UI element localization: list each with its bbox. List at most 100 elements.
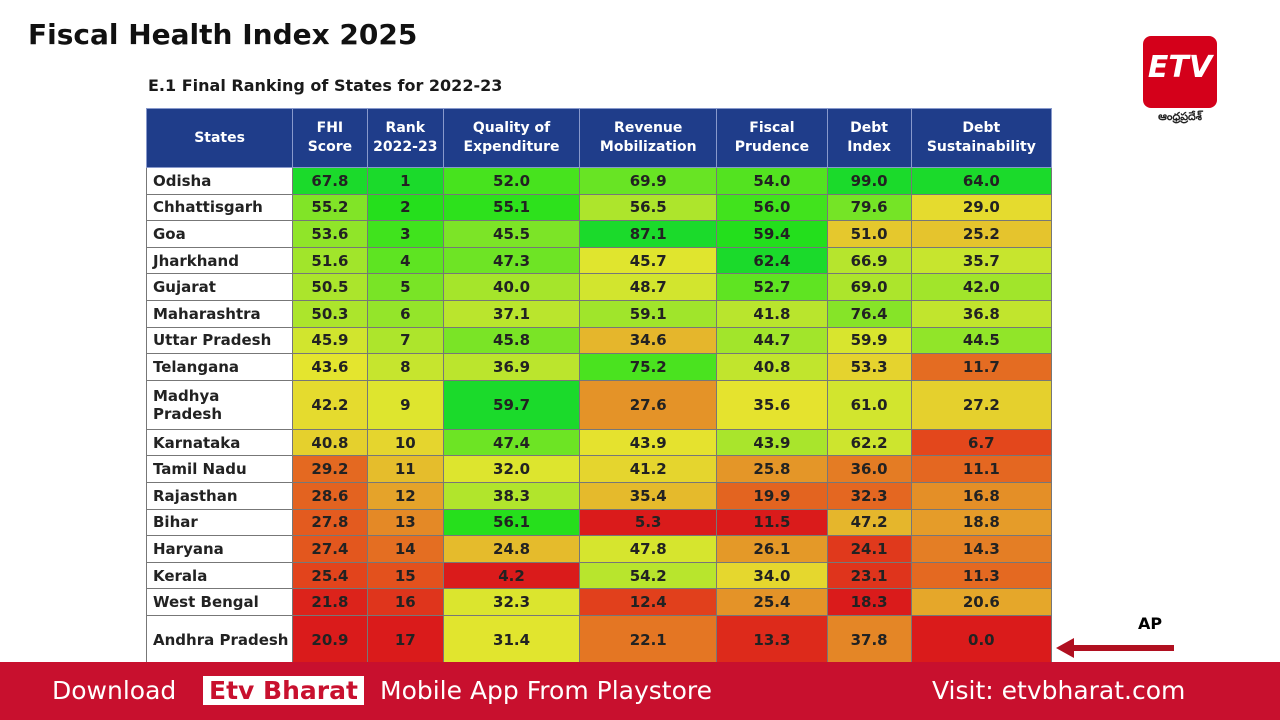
- banner: Download Etv Bharat Mobile App From Play…: [0, 662, 1280, 720]
- banner-text: Mobile App From Playstore: [380, 676, 712, 705]
- score-cell: 50.5: [292, 273, 368, 301]
- annotation: AP: [1138, 614, 1163, 633]
- score-cell: 0.0: [910, 614, 1052, 662]
- score-cell: 51.0: [826, 220, 912, 248]
- score-cell: 36.9: [442, 353, 581, 381]
- score-cell: 11: [366, 455, 444, 483]
- score-cell: 15: [366, 561, 444, 590]
- score-cell: 3: [366, 220, 444, 248]
- table-row: Madhya Pradesh 42.2 9 59.7 27.6 35.6 61.0 27.2: [146, 379, 1052, 430]
- score-cell: 22.1: [579, 614, 718, 662]
- score-cell: 36.8: [910, 299, 1052, 328]
- score-cell: 4.2: [442, 561, 581, 590]
- score-cell: 29.0: [910, 193, 1052, 222]
- score-cell: 79.6: [826, 193, 912, 222]
- score-cell: 45.7: [579, 246, 718, 275]
- score-cell: 37.8: [826, 614, 912, 662]
- banner-visit: Visit: etvbharat.com: [932, 676, 1186, 705]
- column-header: States: [146, 108, 294, 168]
- score-cell: 25.4: [292, 561, 368, 590]
- score-cell: 42.2: [292, 379, 368, 430]
- arrow: [1056, 638, 1174, 658]
- score-cell: 34.6: [579, 326, 718, 355]
- state-name: Karnataka: [146, 428, 294, 457]
- score-cell: 19.9: [716, 481, 828, 510]
- score-cell: 37.1: [442, 299, 581, 328]
- score-cell: 11.7: [910, 353, 1052, 381]
- score-cell: 25.8: [716, 455, 828, 483]
- table-row: West Bengal 21.8 16 32.3 12.4 25.4 18.3 20.6: [146, 588, 1052, 616]
- logo: ETV: [1143, 36, 1217, 108]
- column-header: Fiscal Prudence: [716, 108, 828, 168]
- score-cell: 25.2: [910, 220, 1052, 248]
- score-cell: 16.8: [910, 481, 1052, 510]
- score-cell: 69.0: [826, 273, 912, 301]
- score-cell: 43.6: [292, 353, 368, 381]
- score-cell: 32.0: [442, 455, 581, 483]
- score-cell: 44.5: [910, 326, 1052, 355]
- score-cell: 76.4: [826, 299, 912, 328]
- score-cell: 41.8: [716, 299, 828, 328]
- score-cell: 40.8: [292, 428, 368, 457]
- score-cell: 35.7: [910, 246, 1052, 275]
- score-cell: 47.2: [826, 508, 912, 537]
- score-cell: 52.0: [442, 167, 581, 195]
- state-name: Kerala: [146, 561, 294, 590]
- score-cell: 56.1: [442, 508, 581, 537]
- score-cell: 18.3: [826, 588, 912, 616]
- banner-brand: Etv Bharat: [203, 676, 364, 705]
- score-cell: 55.2: [292, 193, 368, 222]
- score-cell: 35.4: [579, 481, 718, 510]
- page-title: Fiscal Health Index 2025: [28, 18, 418, 51]
- score-cell: 11.3: [910, 561, 1052, 590]
- column-header: FHI Score: [292, 108, 368, 168]
- table-row: Tamil Nadu 29.2 11 32.0 41.2 25.8 36.0 11.1: [146, 455, 1052, 483]
- score-cell: 56.5: [579, 193, 718, 222]
- state-name: Maharashtra: [146, 299, 294, 328]
- score-cell: 32.3: [826, 481, 912, 510]
- score-cell: 11.5: [716, 508, 828, 537]
- score-cell: 43.9: [716, 428, 828, 457]
- table-row: Andhra Pradesh 20.9 17 31.4 22.1 13.3 37.8 0.0: [146, 614, 1052, 662]
- table-row: Haryana 27.4 14 24.8 47.8 26.1 24.1 14.3: [146, 535, 1052, 563]
- score-cell: 66.9: [826, 246, 912, 275]
- score-cell: 42.0: [910, 273, 1052, 301]
- score-cell: 34.0: [716, 561, 828, 590]
- table-row: Maharashtra 50.3 6 37.1 59.1 41.8 76.4 36.8: [146, 299, 1052, 328]
- state-name: Gujarat: [146, 273, 294, 301]
- column-header: Quality of Expenditure: [442, 108, 581, 168]
- table-row: Jharkhand 51.6 4 47.3 45.7 62.4 66.9 35.7: [146, 246, 1052, 275]
- score-cell: 48.7: [579, 273, 718, 301]
- score-cell: 25.4: [716, 588, 828, 616]
- score-cell: 27.8: [292, 508, 368, 537]
- table-row: Telangana 43.6 8 36.9 75.2 40.8 53.3 11.7: [146, 353, 1052, 381]
- score-cell: 40.8: [716, 353, 828, 381]
- score-cell: 61.0: [826, 379, 912, 430]
- score-cell: 53.6: [292, 220, 368, 248]
- score-cell: 59.4: [716, 220, 828, 248]
- table-row: Karnataka 40.8 10 47.4 43.9 43.9 62.2 6.7: [146, 428, 1052, 457]
- table-row: Goa 53.6 3 45.5 87.1 59.4 51.0 25.2: [146, 220, 1052, 248]
- state-name: Chhattisgarh: [146, 193, 294, 222]
- score-cell: 13: [366, 508, 444, 537]
- score-cell: 62.4: [716, 246, 828, 275]
- score-cell: 20.9: [292, 614, 368, 662]
- score-cell: 9: [366, 379, 444, 430]
- score-cell: 11.1: [910, 455, 1052, 483]
- score-cell: 8: [366, 353, 444, 381]
- score-cell: 35.6: [716, 379, 828, 430]
- score-cell: 45.8: [442, 326, 581, 355]
- state-name: Andhra Pradesh: [146, 614, 294, 662]
- score-cell: 26.1: [716, 535, 828, 563]
- score-cell: 16: [366, 588, 444, 616]
- table-row: Bihar 27.8 13 56.1 5.3 11.5 47.2 18.8: [146, 508, 1052, 537]
- state-name: Madhya Pradesh: [146, 379, 294, 430]
- ranking-table: States FHI Score Rank 2022-23 Quality of Ex…: [146, 108, 1052, 662]
- state-name: Odisha: [146, 167, 294, 195]
- score-cell: 27.4: [292, 535, 368, 563]
- score-cell: 56.0: [716, 193, 828, 222]
- table-row: Gujarat 50.5 5 40.0 48.7 52.7 69.0 42.0: [146, 273, 1052, 301]
- logo-region: ఆంధ్రప్రదేశ్: [1158, 110, 1202, 123]
- score-cell: 55.1: [442, 193, 581, 222]
